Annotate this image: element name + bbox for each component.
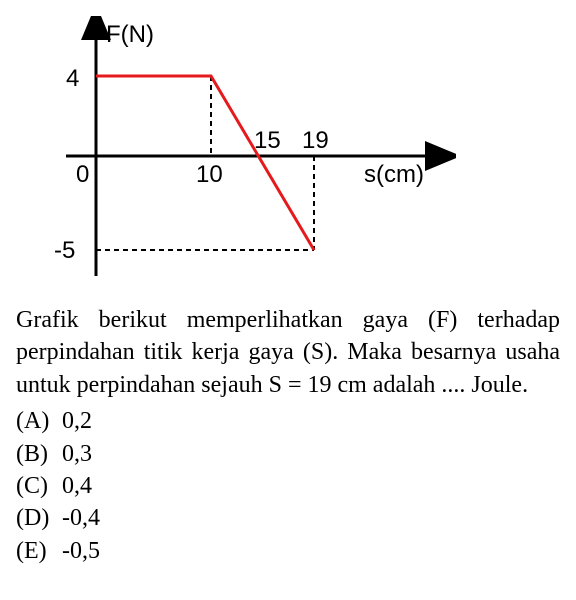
option-b-label: (B) bbox=[16, 438, 62, 470]
option-c-label: (C) bbox=[16, 470, 62, 502]
option-c-value: 0,4 bbox=[62, 470, 92, 502]
option-d: (D) -0,4 bbox=[16, 502, 560, 534]
option-e: (E) -0,5 bbox=[16, 535, 560, 567]
y-axis-label: F(N) bbox=[106, 21, 154, 48]
option-a-value: 0,2 bbox=[62, 405, 92, 437]
force-displacement-chart: F(N) s(cm) 4 -5 0 10 15 19 bbox=[36, 16, 456, 296]
xtick-0: 0 bbox=[76, 161, 89, 188]
option-b: (B) 0,3 bbox=[16, 438, 560, 470]
option-d-value: -0,4 bbox=[62, 502, 100, 534]
xtick-15: 15 bbox=[254, 127, 281, 154]
option-c: (C) 0,4 bbox=[16, 470, 560, 502]
xtick-10: 10 bbox=[196, 161, 223, 188]
option-a: (A) 0,2 bbox=[16, 405, 560, 437]
ytick-neg5: -5 bbox=[54, 237, 75, 264]
question-text: Grafik berikut memperlihatkan gaya (F) t… bbox=[16, 304, 560, 401]
answer-options: (A) 0,2 (B) 0,3 (C) 0,4 (D) -0,4 (E) -0,… bbox=[16, 405, 560, 567]
option-d-label: (D) bbox=[16, 502, 62, 534]
xtick-19: 19 bbox=[302, 127, 329, 154]
option-e-label: (E) bbox=[16, 535, 62, 567]
option-a-label: (A) bbox=[16, 405, 62, 437]
chart-svg: F(N) s(cm) 4 -5 0 10 15 19 bbox=[36, 16, 456, 296]
option-b-value: 0,3 bbox=[62, 438, 92, 470]
option-e-value: -0,5 bbox=[62, 535, 100, 567]
ytick-4: 4 bbox=[66, 65, 79, 92]
x-axis-label: s(cm) bbox=[364, 161, 424, 188]
